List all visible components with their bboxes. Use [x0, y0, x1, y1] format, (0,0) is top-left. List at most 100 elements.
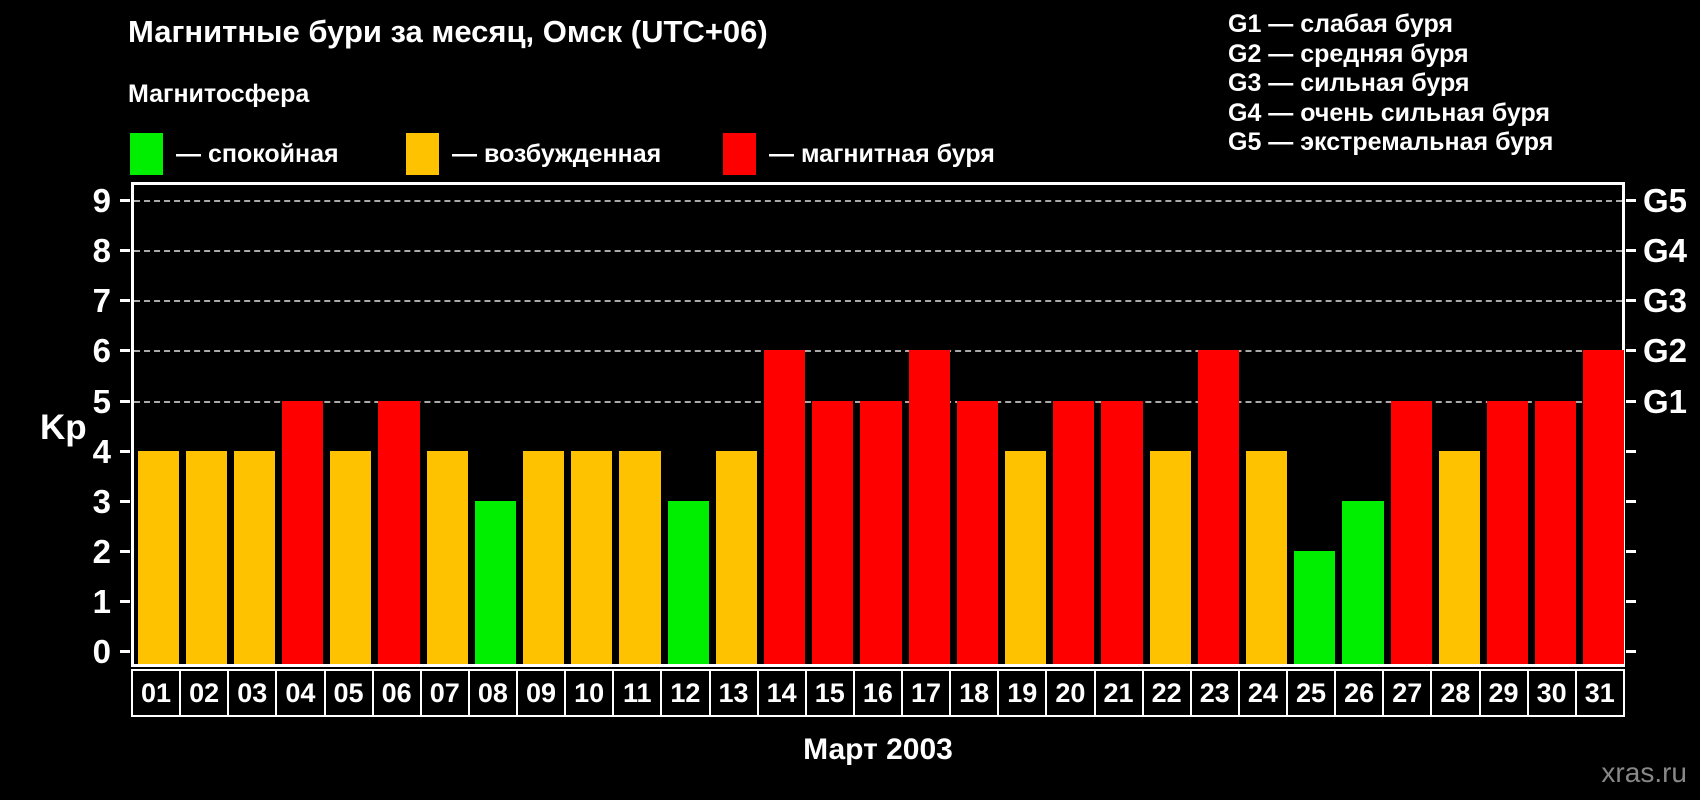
- g-legend-line-g4: G4 — очень сильная буря: [1228, 98, 1550, 127]
- y-tick-label-8: 8: [92, 232, 111, 270]
- bar-day-27: [1390, 400, 1432, 664]
- bar-day-13: [715, 450, 757, 664]
- bar-day-20: [1053, 400, 1095, 664]
- bar-day-22: [1149, 450, 1191, 664]
- day-label-16: 16: [852, 669, 903, 717]
- legend-label-quiet: — спокойная: [176, 139, 339, 168]
- day-labels-row: 01 02 03 04 05 06 07 08 09 10 11 12 13 14 15 16 17 18 19 20…: [131, 669, 1625, 717]
- left-tick-3: [120, 499, 130, 503]
- bar-day-31: [1583, 350, 1625, 664]
- bar-day-09: [523, 450, 565, 664]
- g-tick-label-g1: G1: [1643, 382, 1688, 420]
- day-label-31: 31: [1574, 669, 1625, 717]
- bar-day-29: [1486, 400, 1529, 664]
- left-tick-5: [120, 399, 130, 403]
- right-tick-8: [1626, 249, 1636, 253]
- y-tick-label-7: 7: [92, 282, 111, 320]
- g-scale-legend: G1 — слабая буря G2 — средняя буря G3 — …: [1228, 10, 1553, 158]
- legend-label-storm: — магнитная буря: [769, 139, 995, 168]
- y-tick-label-5: 5: [92, 382, 111, 420]
- g-tick-label-g4: G4: [1643, 232, 1688, 270]
- right-tick-4: [1626, 449, 1636, 453]
- bar-day-25: [1294, 550, 1336, 664]
- day-label-07: 07: [419, 669, 470, 717]
- chart-title: Магнитные бури за месяц, Омск (UTC+06): [128, 14, 768, 49]
- legend-item-quiet: — спокойная: [130, 132, 339, 176]
- day-label-24: 24: [1237, 669, 1288, 717]
- bar-day-15: [812, 400, 854, 664]
- bar-day-28: [1438, 450, 1480, 664]
- right-tick-3: [1626, 499, 1636, 503]
- left-tick-1: [120, 599, 130, 603]
- legend-label-excited: — возбужденная: [452, 139, 662, 168]
- day-label-17: 17: [901, 669, 952, 717]
- x-axis-title: Март 2003: [803, 733, 953, 766]
- y-tick-label-0: 0: [92, 633, 111, 670]
- day-label-22: 22: [1141, 669, 1192, 717]
- day-label-08: 08: [467, 669, 518, 717]
- quiet-color-swatch: [130, 133, 163, 175]
- day-label-11: 11: [612, 669, 663, 717]
- bar-day-23: [1197, 350, 1239, 664]
- right-tick-0: [1626, 650, 1636, 653]
- storm-color-swatch: [723, 133, 756, 175]
- day-label-01: 01: [131, 669, 182, 717]
- day-label-12: 12: [660, 669, 711, 717]
- day-label-27: 27: [1382, 669, 1433, 717]
- left-tick-2: [120, 549, 130, 553]
- excited-color-swatch: [406, 133, 439, 175]
- bar-day-26: [1342, 500, 1384, 664]
- g-legend-line-g1: G1 — слабая буря: [1228, 10, 1454, 38]
- day-label-21: 21: [1093, 669, 1144, 717]
- right-tick-7: [1626, 299, 1636, 303]
- day-label-19: 19: [997, 669, 1048, 717]
- bar-day-30: [1535, 400, 1577, 664]
- bar-day-19: [1004, 450, 1047, 664]
- y-tick-label-1: 1: [92, 582, 111, 620]
- left-tick-9: [120, 199, 130, 203]
- g-tick-label-g3: G3: [1643, 282, 1688, 320]
- g-legend-line-g3: G3 — сильная буря: [1228, 69, 1470, 97]
- day-label-14: 14: [756, 669, 807, 717]
- left-tick-8: [120, 249, 130, 253]
- right-tick-9: [1626, 199, 1636, 203]
- day-label-28: 28: [1430, 669, 1481, 717]
- gridline-kp-8: [134, 250, 1622, 253]
- bar-day-05: [330, 450, 372, 664]
- day-label-02: 02: [179, 669, 230, 717]
- left-tick-4: [120, 449, 130, 453]
- bar-day-03: [233, 450, 276, 664]
- y-tick-label-9: 9: [92, 182, 111, 220]
- bar-day-21: [1101, 400, 1143, 664]
- bar-day-16: [860, 400, 902, 664]
- bar-day-04: [282, 400, 324, 664]
- bar-day-14: [764, 350, 806, 664]
- day-label-25: 25: [1286, 669, 1337, 717]
- gridline-kp-6: [134, 350, 1622, 353]
- left-tick-7: [120, 299, 130, 303]
- bar-day-02: [185, 450, 227, 664]
- y-tick-label-4: 4: [92, 432, 111, 470]
- g-legend-line-g5: G5 — экстремальная буря: [1228, 128, 1554, 156]
- legend-item-excited: — возбужденная: [406, 132, 661, 176]
- bar-day-08: [474, 500, 517, 664]
- y-tick-label-3: 3: [92, 482, 111, 520]
- left-tick-0: [120, 650, 130, 653]
- day-label-23: 23: [1189, 669, 1240, 717]
- day-label-18: 18: [949, 669, 1000, 717]
- day-label-13: 13: [708, 669, 759, 717]
- day-label-06: 06: [371, 669, 422, 717]
- right-tick-2: [1626, 549, 1636, 553]
- y-axis-title: Kp: [40, 408, 87, 447]
- g-tick-label-g2: G2: [1643, 332, 1688, 370]
- left-tick-6: [120, 349, 130, 353]
- bar-day-18: [956, 400, 998, 664]
- bar-day-06: [378, 400, 420, 664]
- bar-day-10: [571, 450, 613, 664]
- day-label-30: 30: [1526, 669, 1577, 717]
- g-tick-label-g5: G5: [1643, 182, 1688, 220]
- day-label-15: 15: [804, 669, 855, 717]
- bar-day-11: [619, 450, 661, 664]
- gridline-kp-9: [134, 200, 1622, 203]
